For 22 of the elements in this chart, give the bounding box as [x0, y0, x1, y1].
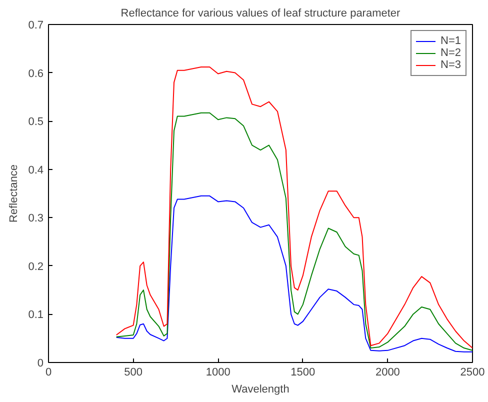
y-tick-label: 0.3	[28, 212, 44, 225]
x-tick-label: 1500	[290, 366, 316, 378]
legend-label: N=3	[440, 59, 461, 71]
y-tick-label: 0.1	[28, 309, 44, 322]
y-tick-label: 0.2	[28, 260, 44, 273]
x-axis-title: Wavelength	[232, 384, 290, 396]
y-tick-label: 0.6	[28, 68, 44, 80]
y-tick-label: 0	[37, 358, 44, 370]
legend-label: N=2	[440, 47, 461, 59]
line-series	[116, 112, 472, 351]
chart-title: Reflectance for various values of leaf structure parameter	[120, 8, 401, 20]
x-tick-label: 2500	[460, 366, 485, 378]
y-tick-label: 0.4	[28, 164, 44, 176]
y-tick-label: 0.5	[28, 116, 44, 128]
x-tick-label: 2000	[375, 366, 400, 378]
x-tick-label: 1000	[206, 366, 230, 378]
x-tick-label: 0	[45, 366, 52, 378]
legend-label: N=1	[440, 35, 461, 47]
x-tick-label: 500	[124, 366, 142, 378]
y-axis-title: Reflectance	[8, 164, 20, 223]
y-tick-label: 0.7	[28, 20, 44, 32]
line-series	[116, 195, 472, 352]
